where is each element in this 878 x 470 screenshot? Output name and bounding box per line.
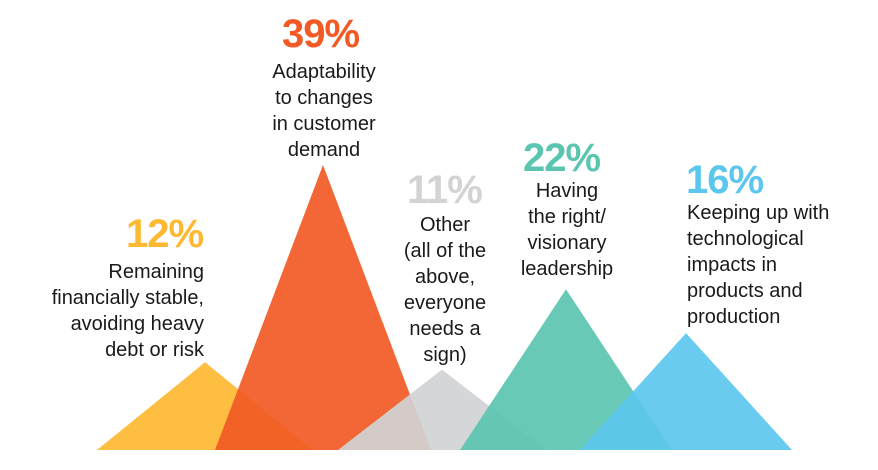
peak-triangle-16 [580,333,792,450]
label-line: avoiding heavy [70,313,204,335]
peak-value-label-22: 22% [523,136,601,180]
label-line: sign) [423,344,467,366]
label-line: financially stable, [51,287,204,309]
label-line: needs a [409,318,481,340]
peak-value-label-16: 16% [686,158,764,202]
peak-category-label-adaptability: Adaptability to changes in customer demand [244,59,404,163]
label-line: to changes [275,87,373,109]
peak-value-label-39: 39% [282,12,360,56]
peak-triangle-39 [215,165,431,450]
label-line: leadership [520,258,614,280]
peak-category-label-leadership: Having the right/visionary leadership [502,178,632,282]
label-line: Remaining [108,261,204,283]
label-line: production [687,306,781,328]
peak-category-label-financial-stability: Remaining financially stable, avoiding hea… [52,259,204,363]
peak-category-label-other: Other (all of the above, everyone needs a sig… [382,212,508,368]
peak-value-label-12: 12% [126,212,204,256]
label-line: Other [419,214,471,236]
label-line: everyone [403,292,487,314]
label-line: above, [414,266,476,288]
label-line: (all of the [403,240,487,262]
label-line: technological [687,228,804,250]
label-line: the right/ [528,206,606,228]
label-line: demand [287,139,361,161]
label-line: debt or risk [105,339,204,361]
peak-value-label-11: 11% [407,168,483,212]
label-line: Keeping up with [687,202,830,224]
label-line: products and [687,280,803,302]
label-line: Having [535,180,599,202]
label-line: visionary [527,232,607,254]
label-line: impacts in [687,254,778,276]
label-line: in customer [272,113,376,135]
peak-category-label-technology: Keeping up with technological impacts in pr… [687,200,829,330]
label-line: Adaptability [272,61,376,83]
